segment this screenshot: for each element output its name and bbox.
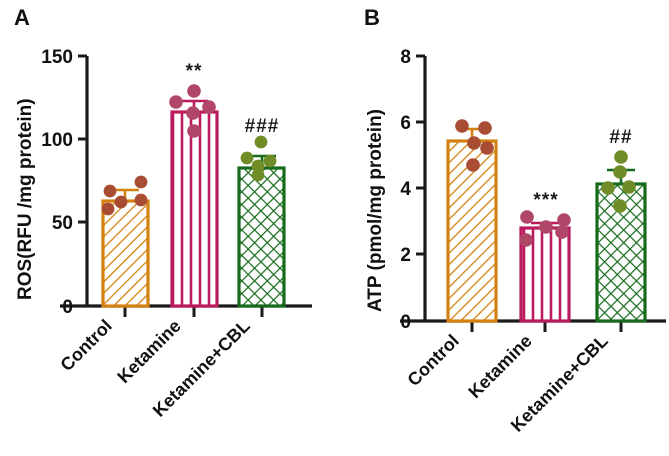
panel-a-ylabel: ROS(RFU /mg protein) xyxy=(15,98,36,300)
panel-b-ytick-4: 4 xyxy=(400,179,411,200)
panel-a-sig-ketamine: ** xyxy=(186,61,203,82)
panel-b: B ATP (pmol/mg protein) 8 6 4 2 0 xyxy=(364,5,666,436)
panel-b-ytick-8: 8 xyxy=(400,47,411,68)
panel-b-ylabel: ATP (pmol/mg protein) xyxy=(365,109,386,312)
panel-a-x-ticks xyxy=(123,306,264,317)
panel-a-y-ticks xyxy=(78,54,87,308)
panel-b-bar-control xyxy=(446,119,498,323)
panel-b-letter: B xyxy=(364,5,380,30)
panel-b-bar-ketamine-cbl: ## xyxy=(595,127,647,323)
panel-a-points-ketamine-cbl xyxy=(240,135,277,182)
panel-a: A ROS(RFU /mg protein) 150 100 50 0 xyxy=(14,5,312,421)
panel-b-points-ketamine xyxy=(519,210,571,247)
panel-a-letter: A xyxy=(14,5,30,30)
panel-b-points-control xyxy=(455,119,494,172)
panel-b-cat-ketamine: Ketamine xyxy=(464,331,535,402)
panel-b-sig-ketamine-cbl: ## xyxy=(609,127,632,148)
panel-b-points-ketamine-cbl xyxy=(601,150,636,213)
panel-b-cat-control: Control xyxy=(403,331,462,390)
panel-a-points-ketamine xyxy=(169,84,216,138)
panel-b-sig-ketamine: *** xyxy=(533,190,558,211)
panel-b-bar-ketamine: *** xyxy=(519,190,571,323)
panel-a-cat-ketamine: Ketamine xyxy=(113,316,184,387)
panel-a-bar-ketamine-rect xyxy=(170,110,219,308)
panel-a-ytick-0: 0 xyxy=(62,297,73,318)
panel-a-sig-ketamine-cbl: ### xyxy=(245,116,280,137)
panel-a-ytick-150: 150 xyxy=(41,47,73,68)
panel-a-ytick-100: 100 xyxy=(41,130,73,151)
panel-a-ytick-50: 50 xyxy=(52,213,73,234)
panel-b-ytick-6: 6 xyxy=(400,113,411,134)
panel-b-x-ticks xyxy=(470,321,623,332)
panel-a-bar-control-rect xyxy=(101,199,150,308)
panel-a-points-control xyxy=(101,175,148,216)
panel-b-y-ticks xyxy=(416,54,425,323)
panel-a-cat-control: Control xyxy=(56,316,115,375)
panel-b-ytick-0: 0 xyxy=(400,312,411,333)
panel-a-bar-ketamine-cbl: ### xyxy=(237,116,286,308)
panel-b-ytick-2: 2 xyxy=(400,245,411,266)
panel-a-bar-ketamine: ** xyxy=(169,61,219,308)
panel-a-bar-control xyxy=(101,175,150,308)
panel-a-bar-ketamine-cbl-rect xyxy=(237,166,286,308)
